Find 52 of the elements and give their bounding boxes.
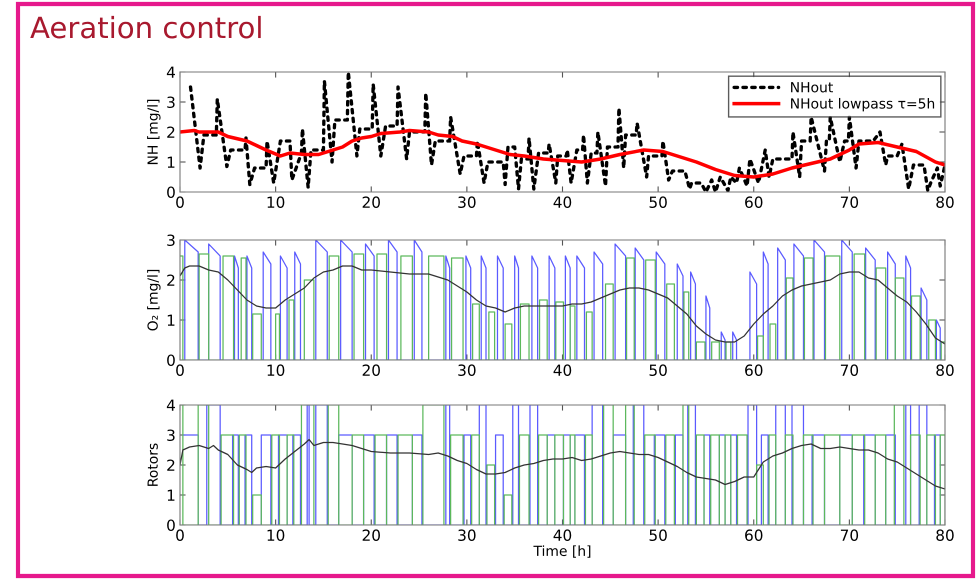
x-tick-label: 50 (650, 196, 667, 208)
x-tick-label: 70 (840, 529, 858, 541)
y-tick-label: 2 (167, 126, 174, 138)
x-tick-label: 20 (362, 364, 380, 376)
x-axis-title: Time [h] (533, 545, 590, 558)
legend-label: NHout (791, 82, 833, 92)
y-tick-label: 3 (167, 96, 175, 108)
x-tick-label: 60 (745, 364, 762, 376)
y-tick-label: 1 (168, 314, 174, 326)
chart-title: Aeration control (30, 16, 261, 38)
x-tick-label: 20 (362, 529, 380, 541)
x-tick-label: 50 (650, 529, 667, 541)
x-tick-label: 0 (176, 196, 184, 208)
y-axis-title: Rotors (148, 443, 158, 486)
x-tick-label: 80 (936, 529, 954, 541)
x-tick-label: 40 (554, 196, 572, 208)
y-tick-label: 3 (167, 234, 175, 246)
y-tick-label: 2 (167, 459, 174, 471)
x-tick-label: 0 (176, 529, 184, 541)
x-tick-label: 0 (176, 364, 184, 376)
x-tick-label: 70 (840, 196, 858, 208)
x-tick-label: 40 (554, 529, 572, 541)
x-tick-label: 30 (458, 196, 476, 208)
y-tick-label: 0 (167, 186, 175, 198)
y-tick-label: 1 (168, 156, 174, 168)
y-tick-label: 3 (167, 429, 175, 442)
x-tick-label: 80 (936, 364, 954, 376)
x-tick-label: 40 (554, 364, 572, 376)
x-tick-label: 10 (268, 529, 284, 541)
x-tick-label: 10 (268, 196, 284, 208)
x-tick-label: 80 (936, 196, 954, 208)
x-tick-label: 50 (650, 364, 667, 376)
y-axis-title: NH [mg/l] (147, 100, 161, 164)
y-tick-label: 4 (166, 66, 175, 78)
x-tick-label: 70 (840, 364, 858, 376)
x-tick-label: 20 (362, 196, 380, 208)
y-tick-label: 1 (168, 490, 174, 501)
y-tick-label: 2 (167, 274, 174, 286)
x-tick-label: 10 (268, 364, 284, 376)
line-series (180, 438, 945, 490)
x-tick-label: 30 (458, 364, 476, 376)
line-series (188, 72, 945, 192)
legend-label: NHout lowpass τ=5h (791, 98, 934, 112)
y-axis-title: O₂ [mg/l] (147, 270, 161, 331)
line-series (180, 128, 945, 179)
line-series (180, 265, 945, 345)
x-tick-label: 60 (745, 196, 762, 208)
x-tick-label: 60 (745, 529, 762, 541)
y-tick-label: 0 (167, 519, 175, 532)
x-tick-label: 30 (458, 529, 476, 541)
y-tick-label: 4 (166, 400, 175, 411)
y-tick-label: 0 (167, 354, 175, 366)
